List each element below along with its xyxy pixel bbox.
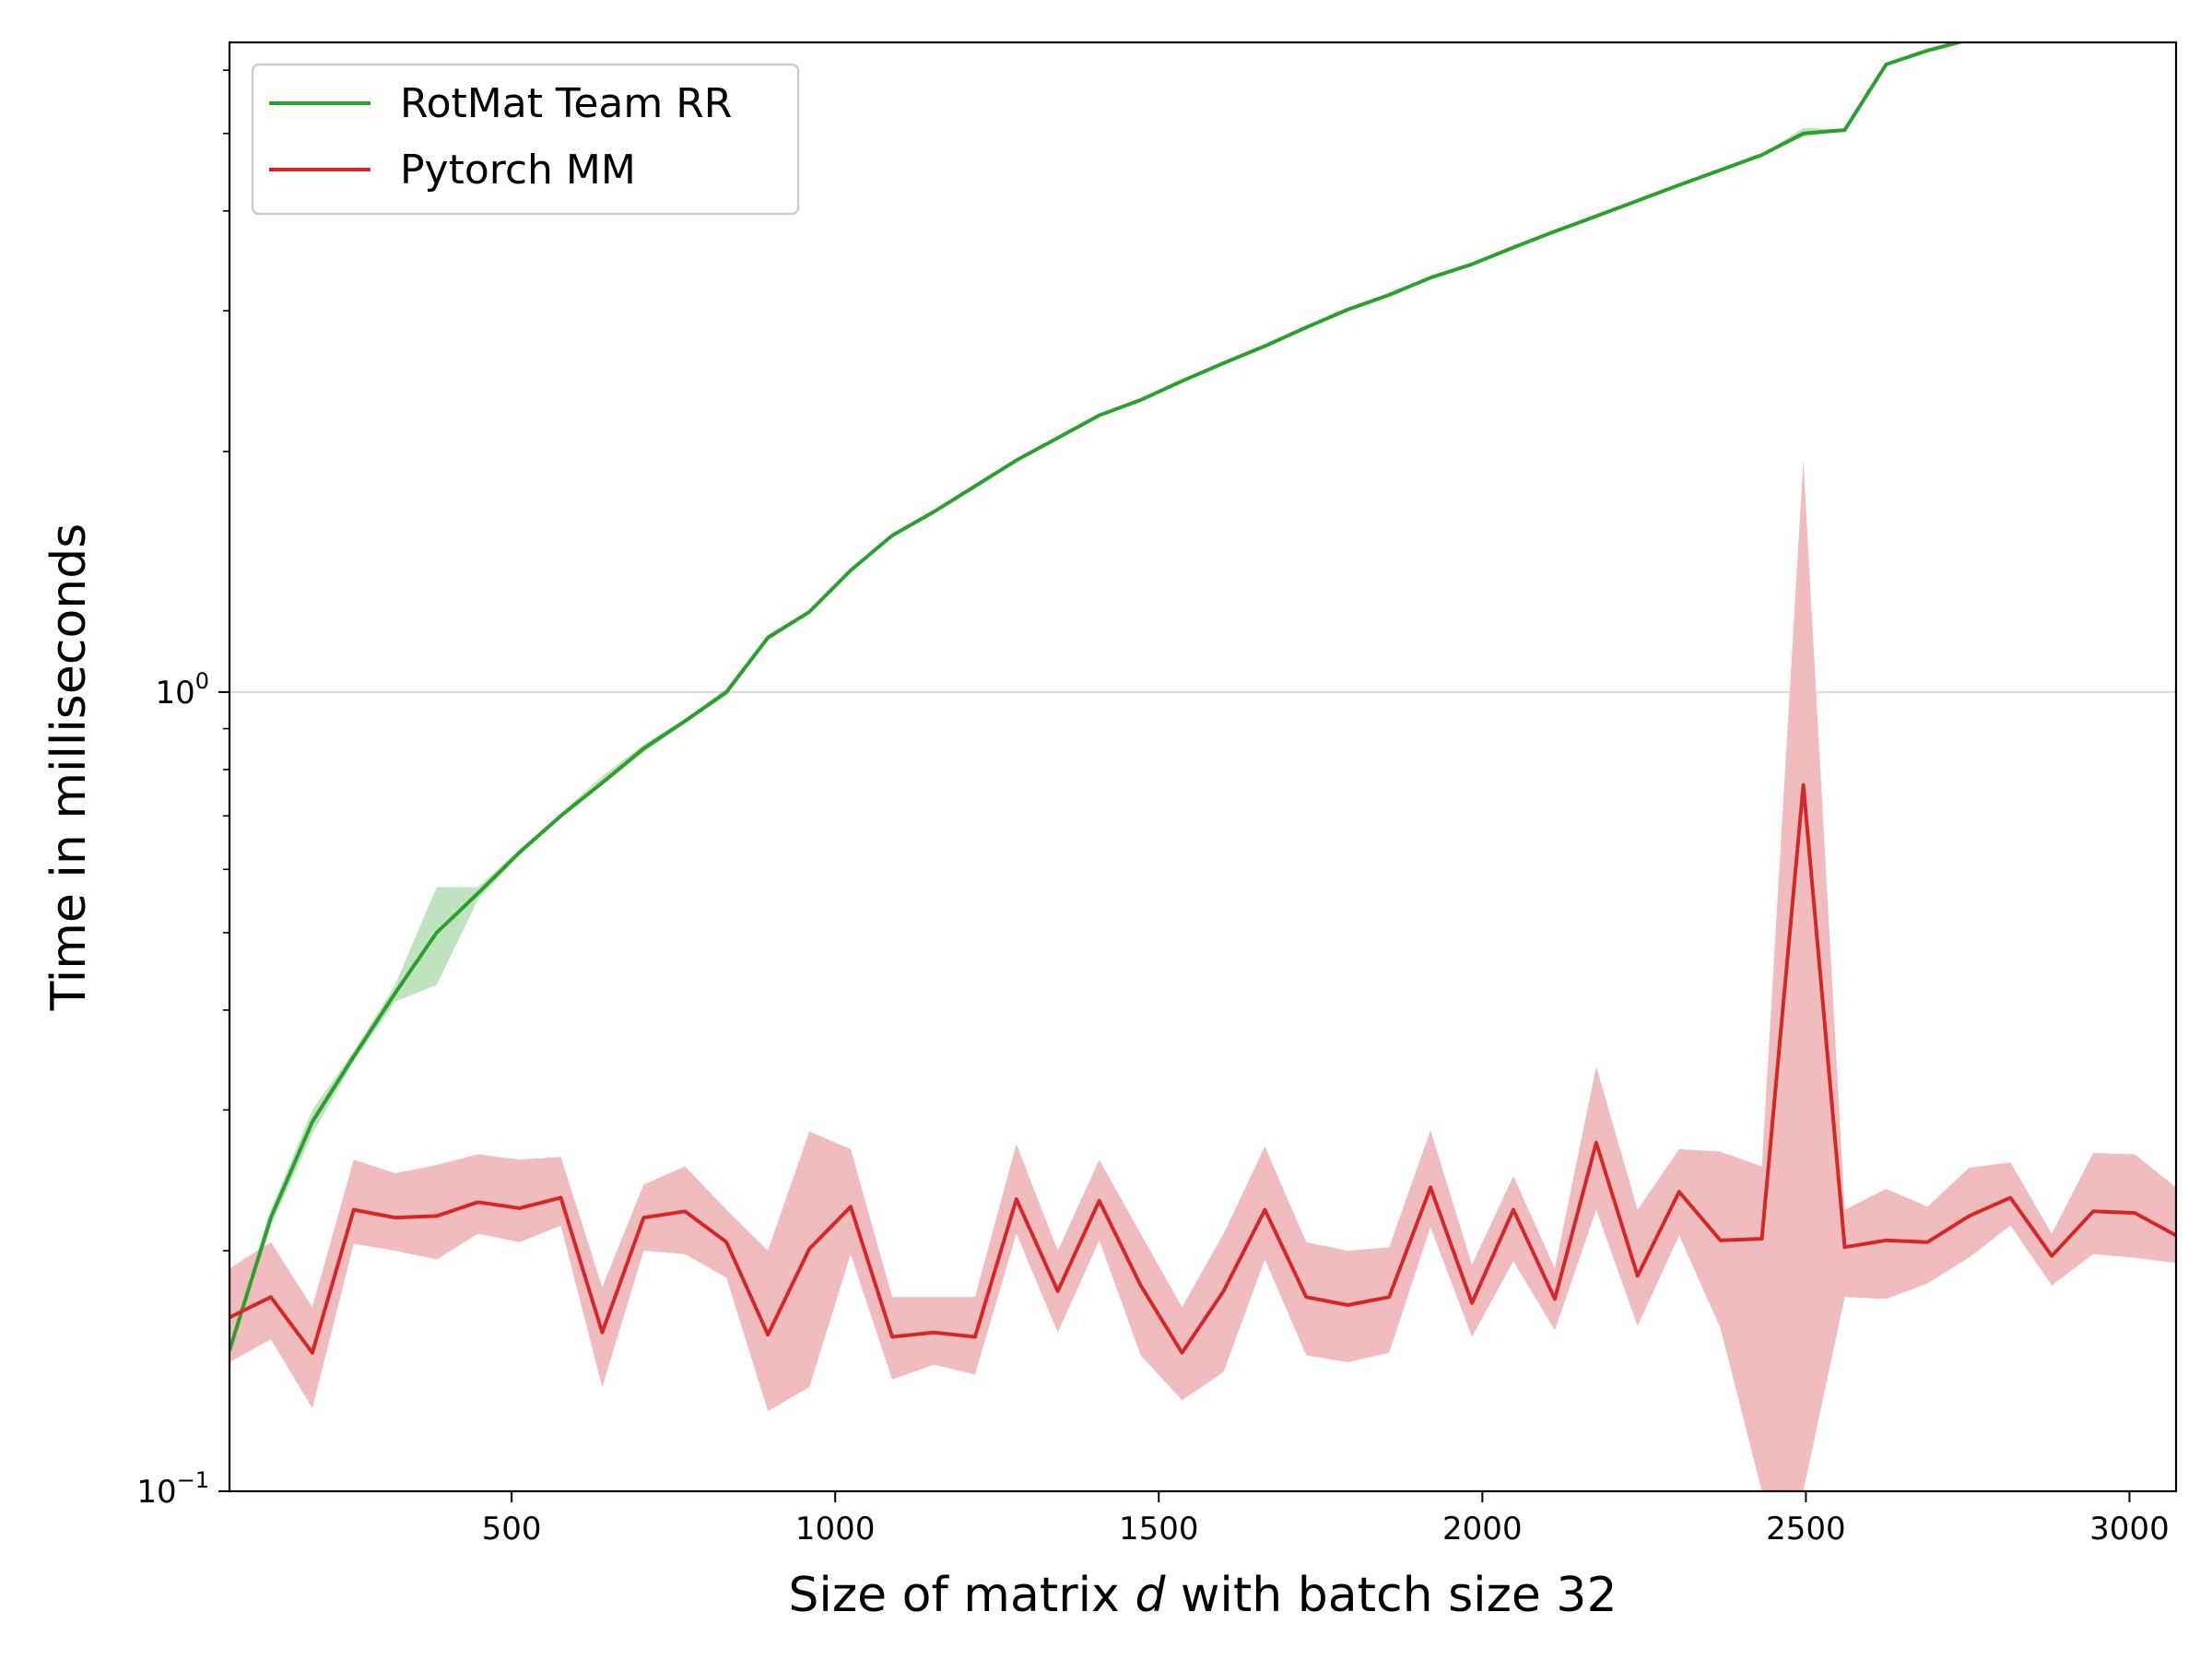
line-rotmat [229, 42, 1967, 1351]
y-tick-label-0: 100 [155, 668, 209, 712]
legend-box [251, 63, 800, 216]
x-tick-label-1500: 1500 [1119, 1511, 1199, 1547]
x-tick-label-2000: 2000 [1442, 1511, 1523, 1547]
y-tick-label-exp-1: −1 [177, 1467, 209, 1493]
line-pytorch [229, 782, 2176, 1355]
legend: RotMat Team RR Pytorch MM [251, 63, 800, 216]
x-axis-label-variable: d [1135, 1568, 1166, 1623]
legend-label-rotmat: RotMat Team RR [400, 80, 732, 127]
y-tick-label-base-0: 10 [155, 675, 194, 712]
x-tick-label-500: 500 [482, 1511, 542, 1547]
y-tick-label-base-1: 10 [136, 1474, 176, 1511]
series-lines [229, 42, 2176, 1355]
x-axis-label-prefix: Size of matrix [788, 1568, 1135, 1623]
y-tick-label-1: 10−1 [136, 1467, 209, 1511]
legend-label-pytorch: Pytorch MM [400, 147, 636, 194]
x-axis-label-suffix: with batch size 32 [1165, 1568, 1617, 1623]
x-tick-label-3000: 3000 [2089, 1511, 2170, 1547]
y-axis-label: Time in milliseconds [41, 524, 97, 1012]
x-tick-label-2500: 2500 [1766, 1511, 1846, 1547]
x-axis-ticks: 500 1000 1500 2000 2500 3000 [482, 1491, 2170, 1547]
plot-frame [228, 41, 2178, 1493]
x-tick-label-1000: 1000 [795, 1511, 876, 1547]
y-tick-label-exp-0: 0 [195, 668, 209, 694]
x-axis-label: Size of matrix d with batch size 32 [788, 1568, 1617, 1623]
